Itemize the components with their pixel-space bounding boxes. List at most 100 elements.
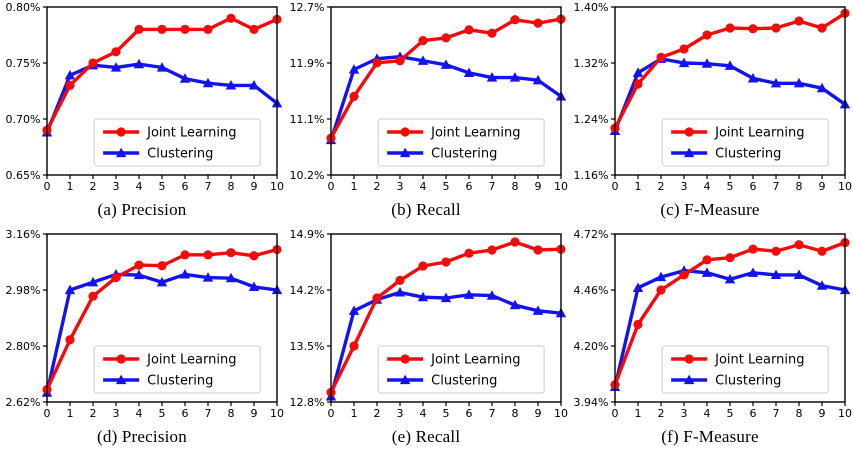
- x-tick-label: 1: [635, 180, 642, 193]
- x-axis: 0 1 2 3 4 5 6 7 8 9 10: [328, 175, 568, 193]
- series-clustering: [609, 265, 851, 392]
- data-point-circle-icon: [249, 251, 259, 261]
- data-point-triangle-icon: [115, 374, 127, 385]
- series-joint-learning: [42, 244, 282, 395]
- data-point-triangle-icon: [202, 272, 214, 282]
- data-point-triangle-icon: [655, 271, 667, 282]
- x-tick-label: 7: [205, 180, 212, 193]
- x-tick-label: 0: [328, 407, 335, 420]
- data-point-circle-icon: [400, 354, 410, 364]
- y-axis: 12.8% 13.5% 14.2% 14.9%: [290, 228, 331, 409]
- x-tick-label: 3: [397, 407, 404, 420]
- x-tick-label: 0: [44, 407, 51, 420]
- data-point-circle-icon: [395, 56, 405, 66]
- x-tick-label: 1: [351, 180, 358, 193]
- data-point-circle-icon: [533, 18, 543, 28]
- data-point-circle-icon: [372, 293, 382, 303]
- y-tick-label: 14.9%: [290, 228, 325, 241]
- x-tick-label: 10: [270, 407, 284, 420]
- data-point-triangle-icon: [724, 60, 736, 70]
- data-point-triangle-icon: [770, 269, 782, 280]
- x-tick-label: 3: [681, 180, 688, 193]
- y-tick-label: 1.32%: [574, 57, 609, 70]
- data-point-circle-icon: [226, 248, 236, 258]
- data-point-triangle-icon: [701, 58, 713, 68]
- y-tick-label: 0.70%: [6, 113, 41, 126]
- data-point-triangle-icon: [701, 267, 713, 277]
- subplot-caption-f: (f) F-Measure: [661, 427, 759, 446]
- x-tick-label: 5: [159, 407, 166, 420]
- x-tick-label: 9: [535, 180, 542, 193]
- x-tick-label: 6: [466, 180, 473, 193]
- y-tick-label: 2.80%: [6, 340, 41, 353]
- data-point-triangle-icon: [440, 292, 452, 303]
- x-tick-label: 9: [819, 180, 826, 193]
- x-tick-label: 4: [420, 180, 427, 193]
- subplot-caption-d: (d) Precision: [97, 427, 187, 446]
- y-tick-label: 0.75%: [6, 57, 41, 70]
- data-point-triangle-icon: [179, 269, 191, 279]
- y-tick-label: 4.72%: [574, 228, 609, 241]
- x-tick-label: 9: [251, 407, 258, 420]
- data-point-triangle-icon: [486, 72, 498, 82]
- x-axis: 0 1 2 3 4 5 6 7 8 9 10: [44, 402, 284, 420]
- data-point-circle-icon: [372, 58, 382, 68]
- legend-label: Clustering: [147, 374, 213, 389]
- x-tick-label: 7: [205, 407, 212, 420]
- data-point-circle-icon: [533, 245, 543, 255]
- data-point-circle-icon: [400, 127, 410, 137]
- data-point-circle-icon: [226, 13, 236, 23]
- data-point-triangle-icon: [678, 57, 690, 68]
- data-point-triangle-icon: [683, 147, 695, 158]
- data-point-triangle-icon: [399, 147, 411, 158]
- x-tick-label: 4: [136, 180, 143, 193]
- data-point-circle-icon: [748, 244, 758, 254]
- y-tick-label: 12.7%: [290, 1, 325, 14]
- data-point-circle-icon: [349, 91, 359, 101]
- data-point-triangle-icon: [248, 281, 260, 291]
- data-point-circle-icon: [249, 24, 259, 34]
- x-tick-label: 3: [113, 180, 120, 193]
- data-point-circle-icon: [702, 30, 712, 40]
- y-tick-label: 10.2%: [290, 169, 325, 182]
- legend: Joint Learning Clustering: [93, 345, 261, 394]
- x-tick-label: 8: [228, 407, 235, 420]
- data-point-triangle-icon: [225, 272, 237, 283]
- chart-e-recall: 12.8% 13.5% 14.2% 14.9% 0 1 2 3 4 5 6 7 8 9 10 Joint Le…: [290, 228, 568, 420]
- x-tick-label: 0: [44, 180, 51, 193]
- x-tick-label: 9: [535, 407, 542, 420]
- data-point-circle-icon: [794, 240, 804, 250]
- x-tick-label: 8: [228, 180, 235, 193]
- legend-label: Clustering: [715, 374, 781, 389]
- y-tick-label: 0.65%: [6, 169, 41, 182]
- data-point-circle-icon: [633, 319, 643, 330]
- x-tick-label: 9: [819, 407, 826, 420]
- x-tick-label: 1: [635, 407, 642, 420]
- data-point-triangle-icon: [509, 72, 521, 82]
- legend-label: Joint Learning: [714, 353, 804, 368]
- y-axis: 2.62% 2.80% 2.98% 3.16%: [6, 228, 47, 409]
- x-axis: 0 1 2 3 4 5 6 7 8 9 10: [44, 175, 284, 193]
- data-point-triangle-icon: [532, 74, 544, 85]
- data-point-circle-icon: [180, 250, 190, 260]
- data-point-circle-icon: [771, 246, 781, 256]
- data-point-circle-icon: [684, 127, 694, 137]
- y-axis: 3.94% 4.20% 4.46% 4.72%: [574, 228, 615, 409]
- data-point-triangle-icon: [683, 374, 695, 385]
- data-point-triangle-icon: [348, 64, 360, 74]
- data-point-triangle-icon: [747, 73, 759, 83]
- data-point-circle-icon: [817, 23, 827, 33]
- x-tick-label: 4: [704, 180, 711, 193]
- x-axis: 0 1 2 3 4 5 6 7 8 9 10: [612, 402, 852, 420]
- data-point-triangle-icon: [133, 269, 145, 280]
- chart-b-recall: 10.2% 11.1% 11.9% 12.7% 0 1 2 3 4 5 6 7 8 9 10 Joint Le…: [290, 1, 568, 193]
- x-tick-label: 5: [727, 180, 734, 193]
- chart-f-fmeasure: 3.94% 4.20% 4.46% 4.72% 0 1 2 3 4 5 6 7 8 9 10 Joint Le…: [574, 228, 852, 420]
- y-tick-label: 4.46%: [574, 284, 609, 297]
- axes-frame: [330, 233, 562, 403]
- data-point-circle-icon: [487, 28, 497, 38]
- x-tick-label: 1: [67, 180, 74, 193]
- x-tick-label: 2: [658, 180, 665, 193]
- x-axis: 0 1 2 3 4 5 6 7 8 9 10: [612, 175, 852, 193]
- y-tick-label: 2.98%: [6, 284, 41, 297]
